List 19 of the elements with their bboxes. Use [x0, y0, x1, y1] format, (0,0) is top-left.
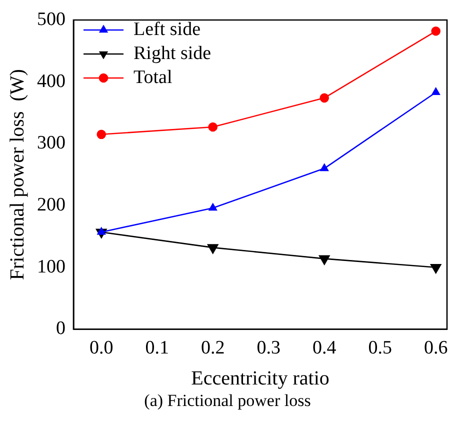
y-tick-label: 100: [37, 256, 66, 278]
x-tick-label: 0.3: [256, 338, 280, 359]
y-tick-label: 300: [37, 132, 66, 154]
x-tick-label: 0.2: [200, 338, 225, 359]
text: (a) Frictional power loss: [143, 391, 312, 411]
legend-label: Total: [134, 66, 172, 88]
y-tick-label: 500: [37, 8, 66, 30]
legend-label: Right side: [134, 42, 212, 64]
x-tick-label: 0.5: [368, 338, 392, 359]
y-tick-label: 0: [56, 318, 66, 340]
x-axis-title: Eccentricity ratio: [191, 367, 330, 390]
legend-label: Left side: [134, 18, 201, 40]
x-tick-label: 0.4: [312, 338, 337, 359]
y-axis-title: Frictional power loss (W): [6, 69, 28, 280]
y-tick-label: 200: [37, 194, 66, 216]
x-tick-label: 0.6: [424, 338, 448, 359]
x-tick-label: 0.1: [145, 338, 169, 359]
y-tick-label: 400: [37, 70, 66, 92]
x-tick-label: 0.0: [90, 338, 114, 359]
